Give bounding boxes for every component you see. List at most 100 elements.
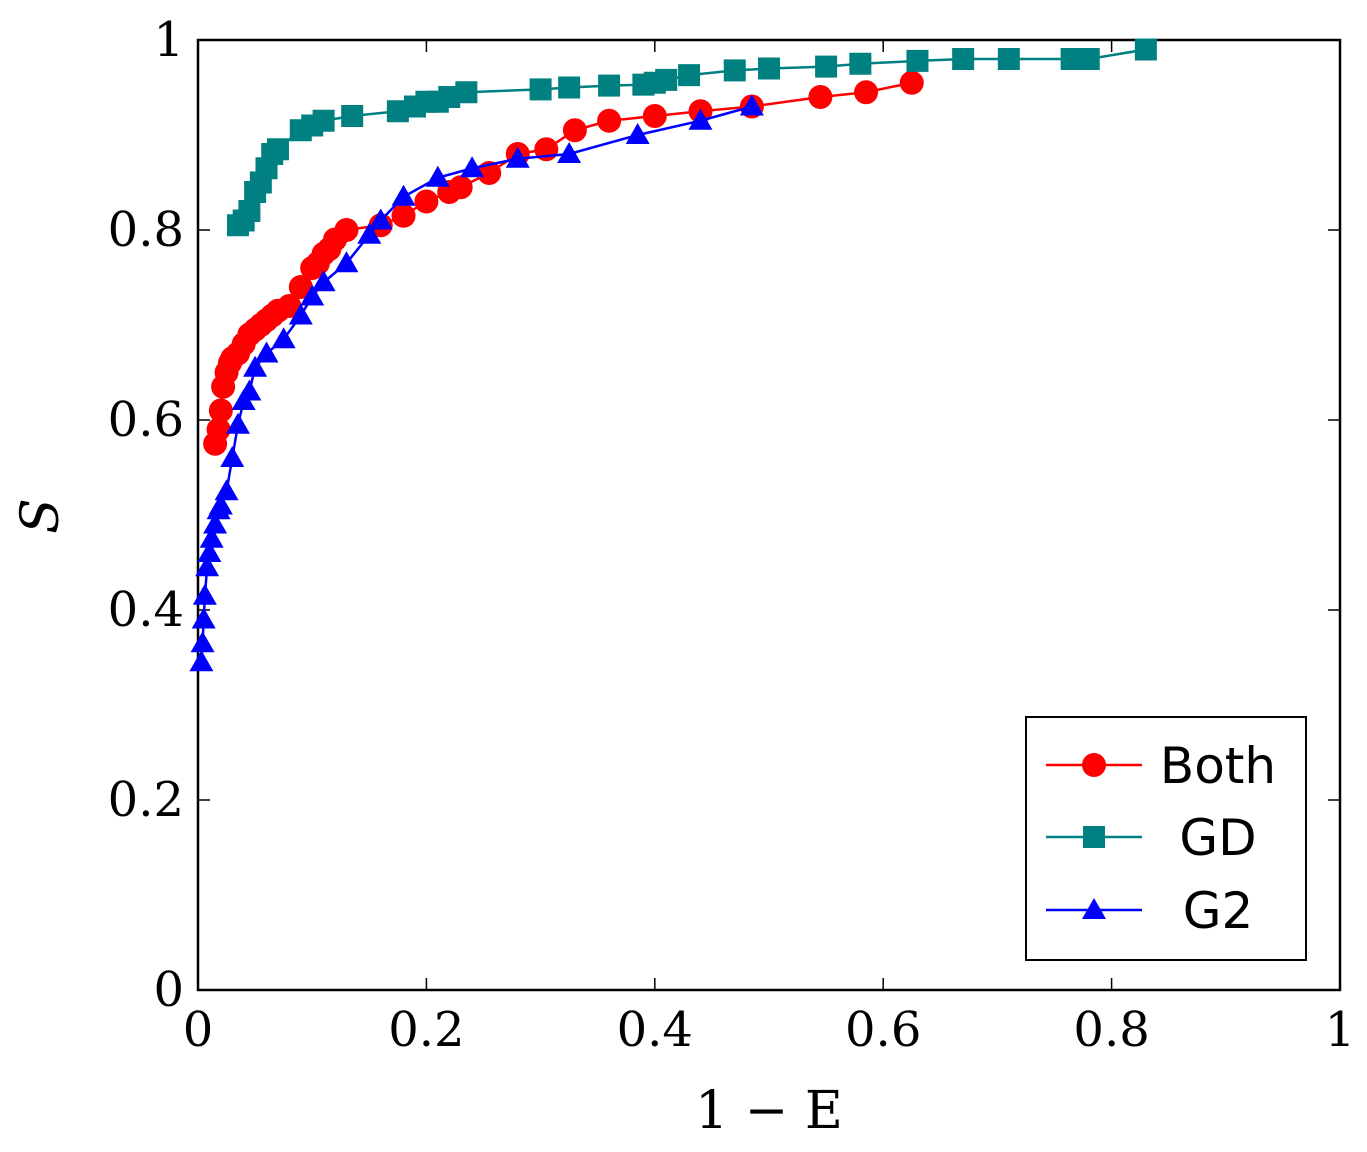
y-tick-label: 0.4 bbox=[108, 582, 184, 638]
data-point-both bbox=[448, 175, 473, 200]
data-point-g2 bbox=[739, 94, 764, 116]
data-point-gd bbox=[598, 74, 621, 97]
data-point-g2 bbox=[300, 284, 325, 306]
legend-entry-both: Both bbox=[1046, 737, 1276, 795]
data-point-g2 bbox=[505, 146, 530, 168]
data-point-g2 bbox=[688, 108, 713, 130]
data-point-gd bbox=[678, 64, 701, 87]
data-point-g2 bbox=[357, 222, 382, 244]
y-tick-label: 0 bbox=[153, 962, 184, 1018]
data-point-gd bbox=[906, 49, 929, 72]
y-axis-label: S bbox=[11, 498, 71, 534]
data-point-g2 bbox=[334, 251, 359, 273]
data-point-both bbox=[854, 80, 879, 105]
data-point-g2 bbox=[625, 123, 650, 144]
data-point-both bbox=[899, 70, 924, 95]
data-point-gd bbox=[1134, 38, 1157, 61]
x-tick-label: 0.8 bbox=[1073, 1002, 1149, 1058]
data-point-both bbox=[334, 218, 359, 242]
data-point-g2 bbox=[189, 650, 214, 672]
legend-entry-gd: GD bbox=[1046, 809, 1257, 867]
data-point-gd bbox=[438, 86, 461, 108]
data-point-gd bbox=[758, 57, 780, 80]
y-tick-labels: 0 0.2 0.4 0.6 0.8 1 bbox=[108, 12, 184, 1018]
data-point-gd bbox=[529, 78, 552, 101]
data-point-gd bbox=[997, 48, 1020, 70]
data-point-g2 bbox=[195, 555, 220, 577]
data-point-g2 bbox=[237, 379, 262, 401]
y-tick-label: 0.8 bbox=[108, 202, 184, 258]
data-point-gd bbox=[723, 59, 746, 82]
data-point-both bbox=[414, 189, 439, 214]
data-point-gd bbox=[386, 100, 409, 123]
data-point-g2 bbox=[311, 270, 336, 292]
data-point-gd bbox=[341, 105, 364, 127]
x-tick-labels: 0 0.2 0.4 0.6 0.8 1 bbox=[183, 1002, 1356, 1058]
data-point-g2 bbox=[288, 303, 313, 325]
data-point-gd bbox=[312, 109, 335, 132]
data-point-g2 bbox=[557, 142, 582, 163]
data-point-gd bbox=[558, 76, 581, 99]
y-tick-label: 0.6 bbox=[108, 392, 184, 448]
data-point-gd bbox=[455, 81, 478, 104]
data-point-gd bbox=[238, 200, 261, 222]
y-tick-label: 1 bbox=[153, 12, 184, 68]
legend-marker-gd bbox=[1083, 826, 1105, 848]
data-point-gd bbox=[1077, 48, 1100, 70]
x-axis-label: 1 − E bbox=[695, 1081, 843, 1141]
data-point-g2 bbox=[460, 156, 485, 178]
data-point-both bbox=[642, 104, 667, 128]
data-point-gd bbox=[655, 68, 678, 91]
data-point-g2 bbox=[190, 631, 215, 653]
x-tick-label: 0.4 bbox=[617, 1002, 693, 1058]
data-point-g2 bbox=[254, 341, 279, 363]
data-point-gd bbox=[952, 48, 975, 70]
legend-marker-both bbox=[1082, 753, 1106, 777]
x-tick-label: 0.6 bbox=[845, 1002, 921, 1058]
x-tick-label: 0.2 bbox=[388, 1002, 464, 1058]
data-point-g2 bbox=[203, 512, 228, 534]
data-point-g2 bbox=[192, 583, 217, 605]
y-tick-label: 0.2 bbox=[108, 772, 184, 828]
data-point-g2 bbox=[368, 208, 393, 230]
data-point-g2 bbox=[271, 327, 296, 349]
data-point-g2 bbox=[191, 607, 216, 629]
series-g2 bbox=[189, 94, 764, 672]
data-point-both bbox=[391, 203, 416, 228]
series-both bbox=[203, 70, 924, 456]
data-point-both bbox=[597, 108, 622, 133]
data-point-g2 bbox=[197, 541, 222, 562]
data-point-both bbox=[208, 398, 233, 423]
data-point-g2 bbox=[220, 446, 245, 467]
series-gd bbox=[226, 38, 1157, 237]
legend-entries: Both GD G2 bbox=[1046, 737, 1276, 940]
data-point-g2 bbox=[391, 184, 416, 206]
data-point-g2 bbox=[425, 165, 450, 187]
series-layer bbox=[189, 38, 1157, 672]
legend-marker-g2 bbox=[1082, 898, 1106, 919]
legend-entry-g2: G2 bbox=[1046, 882, 1253, 940]
x-tick-label: 0 bbox=[183, 1002, 214, 1058]
data-point-both bbox=[562, 118, 587, 143]
legend-label-g2: G2 bbox=[1183, 882, 1254, 940]
legend: Both GD G2 bbox=[1025, 716, 1307, 961]
data-point-both bbox=[808, 85, 833, 109]
data-point-g2 bbox=[199, 526, 224, 548]
axis-ticks bbox=[197, 39, 1341, 991]
data-point-both bbox=[277, 294, 302, 318]
data-point-gd bbox=[849, 52, 872, 75]
data-point-gd bbox=[1060, 48, 1083, 70]
data-point-both bbox=[288, 275, 313, 299]
data-point-gd bbox=[266, 138, 289, 161]
legend-label-both: Both bbox=[1160, 737, 1276, 795]
data-point-g2 bbox=[243, 355, 268, 377]
data-point-g2 bbox=[225, 412, 250, 434]
data-point-g2 bbox=[214, 479, 239, 501]
data-point-gd bbox=[815, 55, 838, 78]
data-point-both bbox=[206, 417, 231, 442]
legend-label-gd: GD bbox=[1179, 809, 1256, 867]
data-point-g2 bbox=[208, 493, 233, 515]
x-tick-label: 1 bbox=[1325, 1002, 1356, 1058]
legend-box bbox=[1025, 716, 1307, 961]
